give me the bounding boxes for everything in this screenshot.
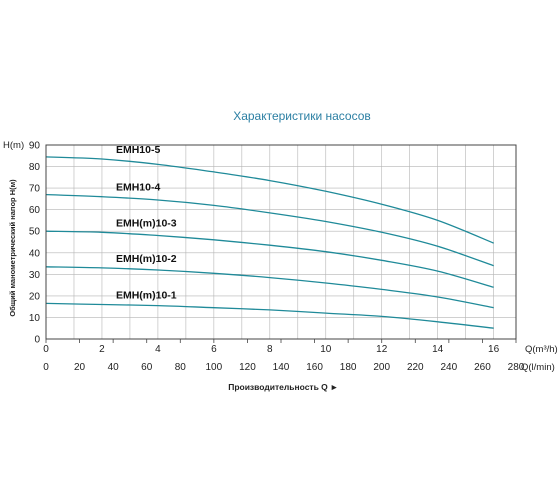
grid-layer: [46, 144, 516, 340]
x-tick-label-m3h: 8: [267, 344, 273, 355]
plot-frame: [45, 144, 517, 340]
x-tick-label-lmin: 180: [340, 362, 357, 373]
x-axis-top-label: Q(m³/h): [525, 344, 558, 355]
x-tick-label-lmin: 160: [306, 362, 323, 373]
x-tick-label-m3h: 6: [211, 344, 217, 355]
y-tick-label: 90: [29, 141, 41, 152]
x-tick-label-lmin: 80: [175, 362, 187, 373]
series-line-1: [45, 156, 494, 244]
x-tick-label-lmin: 100: [206, 362, 223, 373]
series-line-3: [45, 230, 494, 288]
x-tick-label-lmin: 120: [239, 362, 256, 373]
x-axis-arrow: ►: [330, 382, 338, 392]
y-tick-label: 80: [29, 162, 41, 173]
x-tick-label-lmin: 260: [474, 362, 491, 373]
x-tick-label-lmin: 200: [373, 362, 390, 373]
x-tick-label-lmin: 220: [407, 362, 424, 373]
x-tick-label-m3h: 12: [376, 344, 388, 355]
x-tick-label-m3h: 16: [488, 344, 500, 355]
series-line-2: [45, 193, 494, 267]
series-label-3: EMH(m)10-3: [116, 217, 177, 229]
series-line-5: [45, 302, 494, 329]
x-tick-label-lmin: 140: [273, 362, 290, 373]
x-tick-label-m3h: 4: [155, 344, 161, 355]
x-tick-label-lmin: 0: [43, 362, 49, 373]
y-axis-top-label: H(m): [3, 140, 24, 151]
y-tick-label: 50: [29, 227, 41, 238]
y-tick-label: 60: [29, 205, 41, 216]
x-tick-label-lmin: 60: [141, 362, 153, 373]
chart-title: Характеристики насосов: [233, 109, 371, 123]
series-label-5: EMH(m)10-1: [116, 290, 177, 302]
x-tick-label-m3h: 14: [432, 344, 444, 355]
x-tick-label-m3h: 2: [99, 344, 105, 355]
x-tick-label-lmin: 20: [74, 362, 86, 373]
y-tick-label: 20: [29, 291, 41, 302]
x-tick-label-lmin: 40: [108, 362, 120, 373]
y-tick-label: 70: [29, 184, 41, 195]
x-tick-label-lmin: 280: [508, 362, 525, 373]
series-line-4: [45, 266, 494, 309]
x-tick-label-lmin: 240: [441, 362, 458, 373]
x-tick-label-m3h: 0: [43, 344, 49, 355]
series-label-1: EMH10-5: [116, 144, 161, 156]
y-tick-label: 30: [29, 270, 41, 281]
x-tick-label-m3h: 10: [320, 344, 332, 355]
series-label-2: EMH10-4: [116, 182, 161, 194]
x-axis-label: Производительность Q: [228, 382, 328, 392]
y-tick-label: 10: [29, 313, 41, 324]
y-tick-label: 0: [34, 335, 40, 346]
series-label-4: EMH(m)10-2: [116, 253, 177, 265]
curve-layer: EMH10-5 EMH10-4 EMH(m)10-3 EMH(m)10-2 EMH(m)…: [45, 144, 494, 329]
y-axis-label: Общий манометрический напор H(м): [8, 179, 17, 317]
x-axis-bottom-label: Q(l/min): [521, 362, 555, 373]
y-tick-label: 40: [29, 248, 41, 259]
